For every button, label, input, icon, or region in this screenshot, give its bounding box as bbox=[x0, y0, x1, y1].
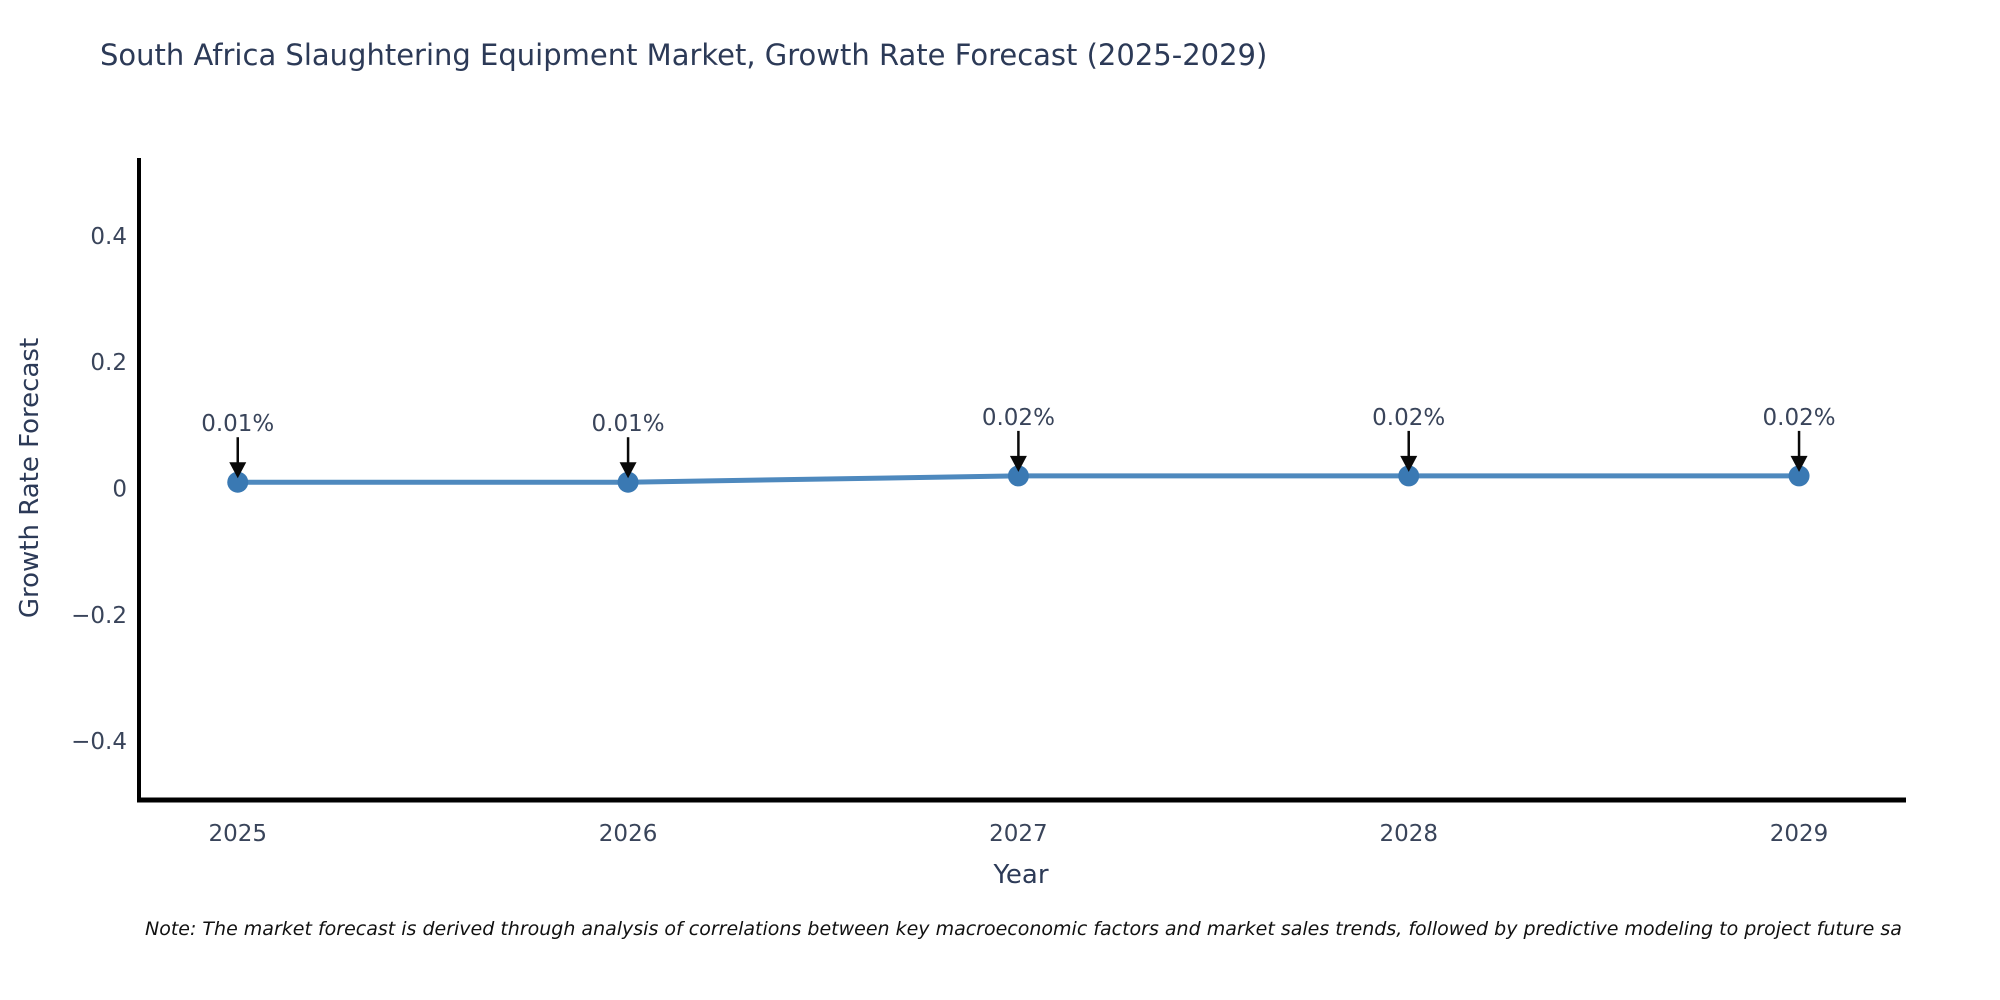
x-tick-label: 2026 bbox=[599, 821, 658, 847]
point-annotation: 0.02% bbox=[1372, 405, 1445, 431]
y-tick-label: 0 bbox=[112, 477, 127, 503]
x-axis-label: Year bbox=[993, 860, 1049, 890]
point-annotation: 0.02% bbox=[1763, 405, 1836, 431]
annotation-arrow-head bbox=[1400, 455, 1418, 472]
point-annotation: 0.02% bbox=[982, 405, 1055, 431]
data-point bbox=[1788, 465, 1810, 487]
point-annotation: 0.01% bbox=[201, 411, 274, 437]
x-tick-label: 2027 bbox=[989, 821, 1048, 847]
x-tick-label: 2029 bbox=[1770, 821, 1829, 847]
y-tick-label: −0.2 bbox=[71, 603, 127, 629]
y-tick-label: −0.4 bbox=[71, 729, 127, 755]
annotation-arrow-head bbox=[1009, 455, 1027, 472]
annotation-arrow-head bbox=[619, 462, 637, 479]
annotation-arrow-head bbox=[229, 462, 247, 479]
x-tick-label: 2028 bbox=[1379, 821, 1438, 847]
data-point bbox=[227, 471, 249, 493]
x-tick-label: 2025 bbox=[208, 821, 267, 847]
chart-title: South Africa Slaughtering Equipment Mark… bbox=[100, 38, 1268, 72]
annotation-arrow-head bbox=[1790, 455, 1808, 472]
data-point bbox=[1398, 465, 1420, 487]
y-tick-label: 0.2 bbox=[90, 350, 127, 376]
point-annotation: 0.01% bbox=[592, 411, 665, 437]
y-axis-label: Growth Rate Forecast bbox=[15, 337, 45, 619]
data-point bbox=[1007, 465, 1029, 487]
data-point bbox=[617, 471, 639, 493]
y-tick-label: 0.4 bbox=[90, 224, 127, 250]
footnote: Note: The market forecast is derived thr… bbox=[145, 918, 1902, 940]
